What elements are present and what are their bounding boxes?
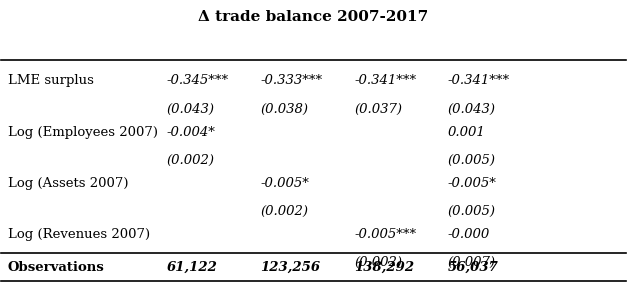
Text: Log (Assets 2007): Log (Assets 2007) [8,177,128,190]
Text: (0.043): (0.043) [167,103,215,116]
Text: (0.005): (0.005) [448,205,496,218]
Text: 138,292: 138,292 [354,261,414,274]
Text: -0.005***: -0.005*** [354,228,416,241]
Text: Log (Revenues 2007): Log (Revenues 2007) [8,228,150,241]
Text: -0.341***: -0.341*** [354,74,416,88]
Text: 61,122: 61,122 [167,261,218,274]
Text: 123,256: 123,256 [260,261,320,274]
Text: (0.002): (0.002) [260,205,308,218]
Text: (0.037): (0.037) [354,103,402,116]
Text: 0.001: 0.001 [448,126,485,139]
Text: LME surplus: LME surplus [8,74,93,88]
Text: -0.345***: -0.345*** [167,74,229,88]
Text: Δ trade balance 2007-2017: Δ trade balance 2007-2017 [198,10,429,24]
Text: -0.005*: -0.005* [260,177,309,190]
Text: (0.007): (0.007) [448,256,496,269]
Text: (0.002): (0.002) [167,154,215,167]
Text: (0.002): (0.002) [354,256,402,269]
Text: -0.333***: -0.333*** [260,74,322,88]
Text: Log (Employees 2007): Log (Employees 2007) [8,126,157,139]
Text: 56,037: 56,037 [448,261,498,274]
Text: Observations: Observations [8,261,104,274]
Text: -0.004*: -0.004* [167,126,216,139]
Text: (0.005): (0.005) [448,154,496,167]
Text: (0.038): (0.038) [260,103,308,116]
Text: -0.341***: -0.341*** [448,74,510,88]
Text: -0.005*: -0.005* [448,177,497,190]
Text: -0.000: -0.000 [448,228,490,241]
Text: (0.043): (0.043) [448,103,496,116]
